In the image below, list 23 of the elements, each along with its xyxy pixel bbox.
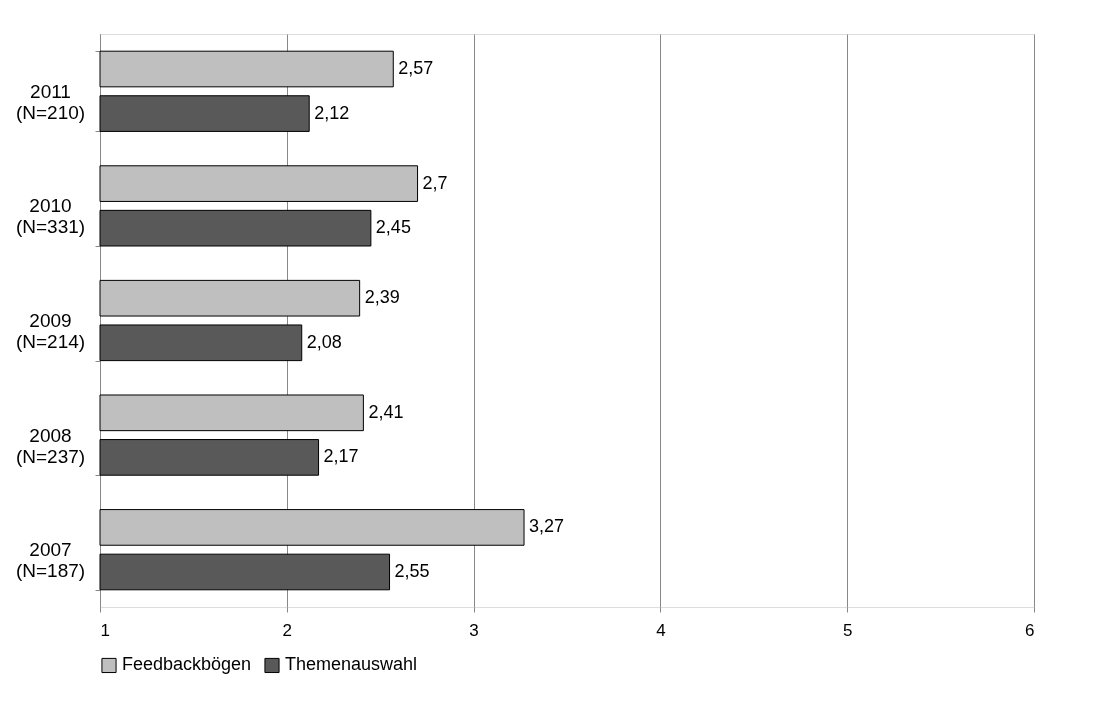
- data-label: 2,08: [306, 331, 342, 352]
- x-tick-label: 3: [469, 620, 479, 640]
- x-tick-label: 5: [842, 620, 853, 640]
- x-tick-label: 6: [1025, 620, 1035, 640]
- data-label: 2,39: [364, 287, 400, 308]
- y-tick-label: 2009 (N=214): [15, 310, 86, 352]
- data-label: 2,57: [398, 58, 434, 79]
- data-label: 3,27: [529, 516, 565, 537]
- legend-label: Feedbackbögen: [122, 654, 252, 675]
- y-tick-label: 2007 (N=187): [15, 539, 86, 582]
- data-label: 2,41: [368, 401, 404, 422]
- data-label: 2,7: [422, 172, 448, 193]
- y-tick-label: 2008 (N=237): [15, 424, 86, 467]
- legend-label: Themenauswahl: [285, 654, 418, 675]
- y-tick-label: 2010 (N=331): [15, 195, 86, 238]
- data-label: 2,45: [375, 217, 411, 238]
- x-tick-label: 4: [656, 620, 666, 640]
- x-tick-label: 2: [282, 620, 293, 640]
- x-tick-label: 1: [100, 620, 110, 640]
- data-label: 2,17: [323, 446, 359, 467]
- data-label: 2,55: [394, 560, 430, 581]
- y-tick-label: 2011 (N=210): [15, 80, 86, 123]
- data-label: 2,12: [314, 102, 350, 123]
